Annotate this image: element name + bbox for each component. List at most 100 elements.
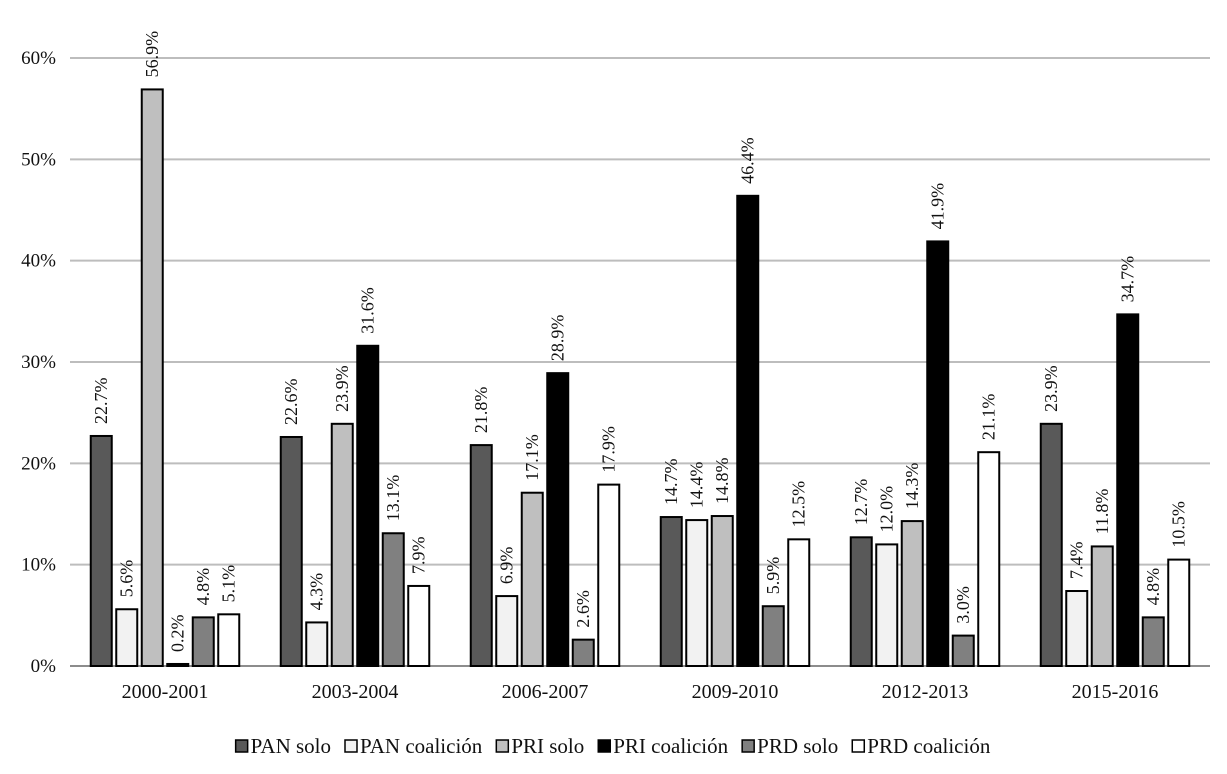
bar <box>710 515 734 667</box>
bar <box>89 434 113 667</box>
bar <box>305 621 329 668</box>
data-label: 28.9% <box>548 315 568 362</box>
data-label: 41.9% <box>928 183 948 230</box>
data-label: 14.8% <box>712 458 732 505</box>
y-tick-label: 20% <box>21 453 56 474</box>
gridlines <box>70 57 1210 667</box>
bar <box>1065 590 1089 667</box>
data-label: 14.7% <box>661 459 681 506</box>
bar <box>685 519 709 668</box>
x-category-label: 2000-2001 <box>122 681 209 703</box>
data-label: 22.7% <box>91 377 111 424</box>
bar <box>495 595 519 668</box>
x-category-label: 2012-2013 <box>882 681 969 703</box>
data-label: 56.9% <box>142 31 162 78</box>
data-label: 12.0% <box>877 486 897 533</box>
data-labels: 22.7%5.6%56.9%0.2%4.8% 5.1%22.6%4.3%23.9%… <box>91 31 1189 652</box>
y-tick-label: 40% <box>21 251 56 272</box>
legend: PAN solo PAN coalición PRI solo PRI coalici… <box>234 734 991 758</box>
legend-label: PAN coalición <box>360 734 483 758</box>
legend-item: PRD coalición <box>851 734 991 758</box>
bar <box>140 88 164 667</box>
bar <box>1167 558 1191 667</box>
bar <box>166 662 190 667</box>
legend-label: PRD coalición <box>867 734 991 758</box>
data-label: 5.6% <box>117 560 137 598</box>
bar <box>875 543 899 668</box>
legend-swatch <box>344 739 358 753</box>
bar <box>191 616 215 667</box>
y-tick-label: 10% <box>21 555 56 576</box>
bar <box>736 194 760 668</box>
data-label: 10.5% <box>1169 501 1189 548</box>
data-label: 17.9% <box>599 426 619 473</box>
bar <box>520 491 544 667</box>
bar <box>926 240 950 667</box>
bar <box>330 422 354 667</box>
legend-item: PAN solo <box>234 734 331 758</box>
bar <box>977 451 1001 668</box>
x-category-label: 2015-2016 <box>1072 681 1159 703</box>
x-axis-categories: 2000-2001 2003-2004 2006-2007 2009-2010 2012… <box>122 681 1159 703</box>
legend-label: PRI coalición <box>613 734 728 758</box>
bar <box>407 584 431 667</box>
legend-item: PRD solo <box>741 734 838 758</box>
legend-label: PAN solo <box>251 734 331 758</box>
data-label: 6.9% <box>497 547 517 585</box>
data-label: 7.9% <box>409 536 429 574</box>
bar <box>1039 422 1063 667</box>
x-category-label: 2006-2007 <box>502 681 589 703</box>
legend-swatch <box>234 739 249 753</box>
data-label: 21.1% <box>979 394 999 441</box>
y-tick-label: 50% <box>21 149 56 170</box>
legend-label: PRI solo <box>511 734 584 758</box>
bar <box>849 536 873 667</box>
bar <box>381 532 405 668</box>
bar <box>1116 313 1140 667</box>
y-tick-label: 30% <box>21 352 56 373</box>
data-label: 4.8% <box>1143 568 1163 606</box>
data-label: 5.9% <box>763 557 783 595</box>
bar <box>279 435 303 667</box>
data-label: 34.7% <box>1118 256 1138 303</box>
data-label: 5.1% <box>219 565 239 603</box>
legend-swatch <box>495 739 510 753</box>
data-label: 2.6% <box>573 590 593 628</box>
bars <box>89 88 1191 668</box>
bar <box>951 634 975 667</box>
data-label: 21.8% <box>471 387 491 434</box>
bar <box>571 638 595 667</box>
data-label: 46.4% <box>738 137 758 184</box>
data-label: 12.7% <box>851 479 871 526</box>
data-label: 4.3% <box>307 573 327 611</box>
bar <box>356 344 380 667</box>
legend-swatch <box>741 739 755 753</box>
bar <box>469 444 493 667</box>
bar <box>597 483 621 668</box>
data-label: 4.8% <box>193 568 213 606</box>
y-tick-label: 60% <box>21 48 56 69</box>
data-label: 17.1% <box>522 434 542 481</box>
data-label: 3.0% <box>953 586 973 624</box>
data-label: 0.2% <box>168 614 188 652</box>
data-label: 23.9% <box>1041 365 1061 412</box>
data-label: 14.4% <box>687 462 707 509</box>
legend-swatch <box>597 739 611 753</box>
bar <box>900 520 924 667</box>
bar <box>1141 616 1165 667</box>
bar <box>787 538 811 667</box>
legend-item: PRI coalición <box>597 734 729 758</box>
data-label: 14.3% <box>902 463 922 510</box>
y-tick-label: 0% <box>31 656 57 677</box>
bar <box>761 605 785 667</box>
legend-item: PAN coalición <box>344 734 483 758</box>
bar <box>659 516 683 667</box>
x-category-label: 2009-2010 <box>692 681 779 703</box>
data-label: 11.8% <box>1092 489 1112 535</box>
data-label: 22.6% <box>281 378 301 425</box>
bar <box>546 372 570 667</box>
data-label: 7.4% <box>1067 542 1087 580</box>
data-label: 12.5% <box>789 481 809 528</box>
data-label: 13.1% <box>383 475 403 522</box>
